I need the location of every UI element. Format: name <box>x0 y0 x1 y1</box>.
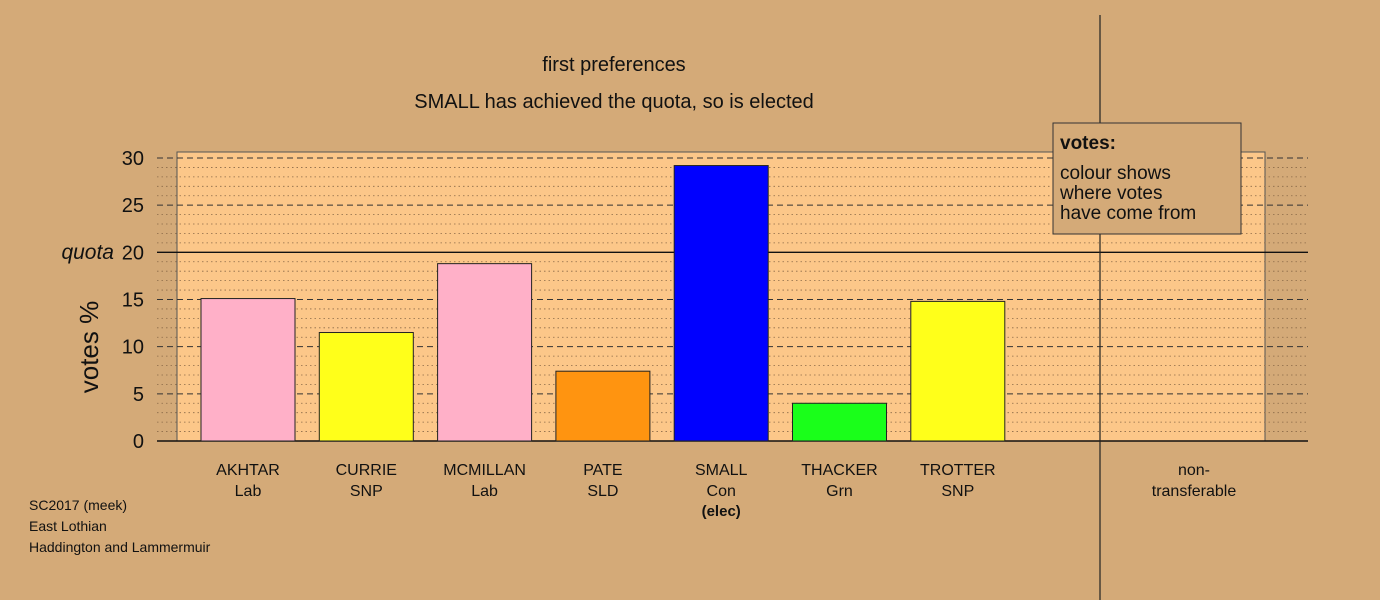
bar-thacker <box>792 402 887 442</box>
y-tick-label: 15 <box>122 290 144 312</box>
candidate-party: Lab <box>471 483 498 500</box>
y-tick-label: 5 <box>133 384 144 406</box>
candidate-name: PATE <box>583 462 622 479</box>
bar-pate <box>555 370 651 442</box>
legend-title: votes: <box>1060 133 1116 154</box>
legend-line-2: where votes <box>1059 183 1162 204</box>
bar-mcmillan <box>437 263 533 442</box>
candidate-party: Lab <box>235 483 262 500</box>
footer-line-3: Haddington and Lammermuir <box>29 539 211 555</box>
candidate-name: CURRIE <box>336 462 397 479</box>
y-tick-label: 20 <box>122 242 144 264</box>
bar-trotter <box>910 300 1006 442</box>
candidate-party: SNP <box>350 483 383 500</box>
candidate-name: SMALL <box>695 462 748 479</box>
candidate-name: MCMILLAN <box>443 462 526 479</box>
legend-line-3: have come from <box>1060 203 1196 224</box>
y-tick-label: 0 <box>133 431 144 453</box>
legend: votes: colour shows where votes have com… <box>1052 122 1242 235</box>
footer-line-2: East Lothian <box>29 518 107 534</box>
candidate-status: (elec) <box>702 503 741 520</box>
non-transferable-label-line1: non- <box>1178 462 1210 479</box>
bar-small <box>673 165 769 442</box>
y-tick-label: 10 <box>122 337 144 359</box>
candidate-name: AKHTAR <box>216 462 280 479</box>
y-tick-label: 25 <box>122 195 144 217</box>
non-transferable-label-line2: transferable <box>1152 483 1237 500</box>
candidate-name: TROTTER <box>920 462 996 479</box>
candidate-party: SLD <box>587 483 618 500</box>
bar-currie <box>318 332 414 442</box>
legend-line-1: colour shows <box>1060 163 1171 184</box>
footer-line-1: SC2017 (meek) <box>29 497 127 513</box>
category-labels: AKHTAR Lab CURRIE SNP MCMILLAN Lab PATE SLD SMAL… <box>216 462 995 520</box>
candidate-party: SNP <box>941 483 974 500</box>
candidate-name: THACKER <box>801 462 877 479</box>
legend-box <box>1052 122 1242 235</box>
bar-akhtar <box>200 298 296 442</box>
chart-subtitle: SMALL has achieved the quota, so is elec… <box>414 91 814 113</box>
y-tick-label: 30 <box>122 148 144 170</box>
chart-title: first preferences <box>542 54 685 76</box>
quota-label: quota <box>61 241 114 264</box>
candidate-party: Grn <box>826 483 853 500</box>
candidate-party: Con <box>707 483 736 500</box>
y-axis-label: votes % <box>74 301 104 394</box>
